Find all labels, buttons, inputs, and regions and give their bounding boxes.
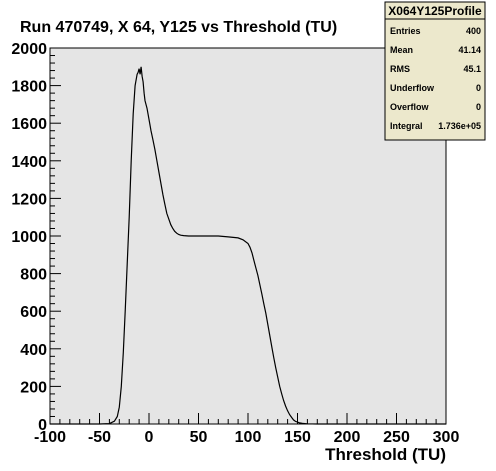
stats-label: Integral <box>390 121 423 131</box>
y-tick-label: 1600 <box>11 116 47 133</box>
stats-value: 41.14 <box>458 45 481 55</box>
plot-frame <box>49 47 447 425</box>
y-tick-label: 1000 <box>11 229 47 246</box>
y-tick-label: 800 <box>20 267 47 284</box>
stats-label: Entries <box>390 26 421 36</box>
x-tick-label: -50 <box>88 429 111 446</box>
chart-title: Run 470749, X 64, Y125 vs Threshold (TU) <box>20 19 337 36</box>
x-tick-label: 250 <box>383 429 410 446</box>
stats-rows: Entries 400 Mean 41.14 RMS 45.1 Underflow 0 Over… <box>390 26 481 131</box>
stats-value: 400 <box>466 26 481 36</box>
data-layer <box>50 66 446 425</box>
stats-box-background <box>384 1 486 141</box>
x-tick-label: -100 <box>34 429 66 446</box>
y-tick-label: 200 <box>20 379 47 396</box>
axis-layer: -100 -50 0 50 100 150 200 250 300 0 200 400 600 800 10… <box>11 41 459 446</box>
x-tick-label: 300 <box>433 429 460 446</box>
stats-value: 0 <box>476 102 481 112</box>
x-tick-label: 100 <box>235 429 262 446</box>
stats-label: Overflow <box>390 102 430 112</box>
x-tick-label: 150 <box>284 429 311 446</box>
y-tick-label: 600 <box>20 304 47 321</box>
stats-value: 1.736e+05 <box>438 121 481 131</box>
x-tick-label: 0 <box>145 429 154 446</box>
stats-box-title: X064Y125Profile <box>388 4 482 18</box>
x-tick-label: 200 <box>334 429 361 446</box>
y-tick-label: 1200 <box>11 191 47 208</box>
stats-label: Mean <box>390 45 413 55</box>
stats-value: 45.1 <box>463 64 481 74</box>
x-axis-label: Threshold (TU) <box>325 445 446 464</box>
y-tick-label: 0 <box>38 417 47 434</box>
y-tick-label: 1800 <box>11 79 47 96</box>
y-tick-label: 2000 <box>11 41 47 58</box>
series-line-0 <box>50 66 446 425</box>
y-tick-label: 1400 <box>11 154 47 171</box>
stats-value: 0 <box>476 83 481 93</box>
y-tick-label: 400 <box>20 342 47 359</box>
x-tick-label: 50 <box>190 429 208 446</box>
stats-label: RMS <box>390 64 410 74</box>
stats-box: X064Y125Profile Entries 400 Mean 41.14 RMS 45… <box>384 1 486 141</box>
stats-label: Underflow <box>390 83 435 93</box>
